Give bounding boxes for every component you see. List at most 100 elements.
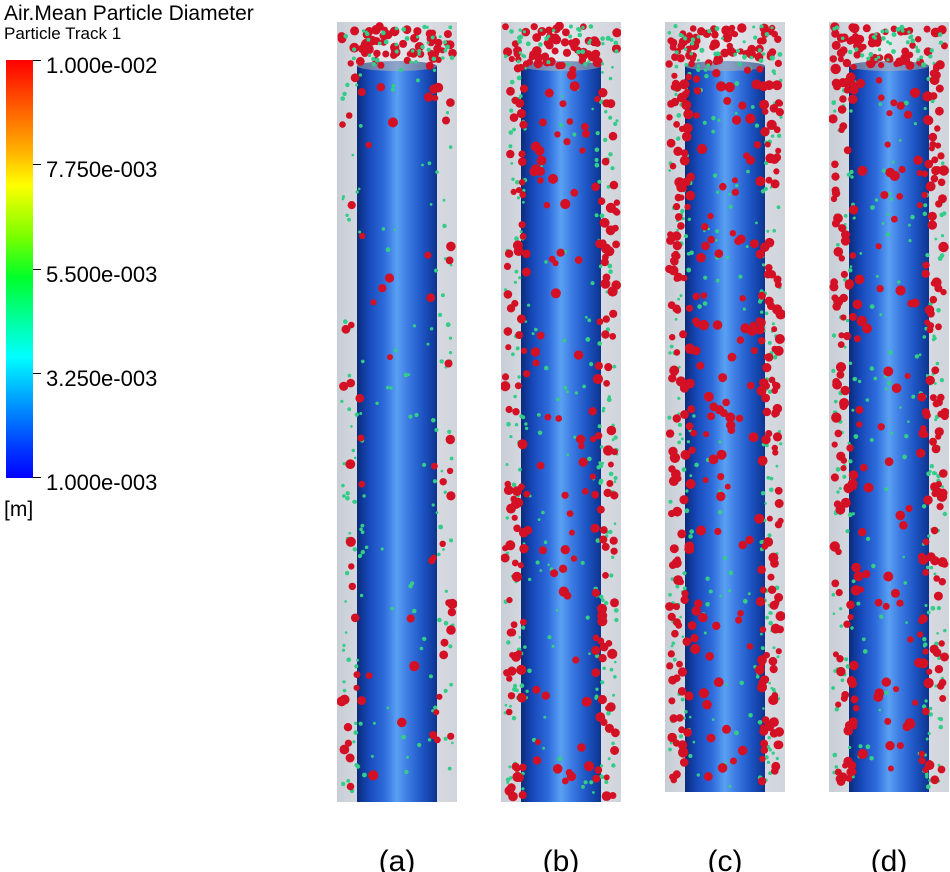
particle-small (592, 791, 595, 794)
particle-large (847, 614, 854, 621)
particle-small (611, 438, 615, 442)
particle-large (606, 702, 616, 712)
particle-small (594, 653, 600, 659)
particle-small (842, 474, 847, 479)
particle-small (589, 780, 594, 785)
particle-large (777, 517, 784, 524)
particle-large (846, 37, 854, 45)
particle-large (831, 441, 838, 448)
particle-large (601, 791, 612, 801)
particle-small (884, 487, 889, 492)
particle-small (711, 115, 716, 121)
particle-small (514, 236, 519, 241)
particle-small (344, 631, 348, 634)
particle-small (888, 350, 893, 355)
particle-small (342, 494, 346, 498)
particle-large (830, 473, 839, 482)
particle-small (443, 490, 447, 494)
particle-small (848, 268, 853, 273)
particle-large (538, 546, 547, 555)
particle-small (925, 253, 930, 258)
particle-cloud (501, 22, 621, 802)
particle-large (677, 529, 687, 539)
particle-small (393, 348, 398, 353)
particle-small (515, 346, 520, 351)
particle-large (932, 400, 940, 408)
particle-small (527, 303, 531, 307)
particle-small (419, 646, 424, 651)
particle-large (677, 92, 687, 103)
particle-small (613, 522, 617, 525)
particle-small (543, 715, 547, 719)
particle-small (717, 118, 721, 122)
particle-large (442, 116, 450, 125)
particle-large (357, 434, 365, 442)
particle-large (503, 47, 513, 57)
particle-large (716, 449, 727, 460)
particle-large (602, 315, 610, 323)
particle-small (426, 47, 431, 52)
particle-small (771, 69, 776, 74)
particle-small (895, 27, 901, 32)
particle-large (339, 121, 346, 128)
particle-large (601, 542, 610, 551)
particle-large (856, 421, 863, 428)
particle-small (831, 686, 835, 690)
particle-small (547, 563, 550, 567)
particle-small (757, 48, 762, 53)
particle-small (569, 24, 573, 29)
particle-small (924, 699, 928, 703)
particle-large (409, 661, 420, 672)
particle-large (359, 232, 366, 240)
particle-small (411, 608, 417, 614)
particle-large (878, 62, 885, 69)
particle-large (922, 569, 930, 576)
particle-small (877, 55, 881, 59)
particle-large (353, 684, 360, 691)
particle-small (869, 304, 875, 309)
particle-large (759, 626, 767, 633)
particle-large (339, 381, 349, 391)
particle-large (439, 540, 446, 547)
particle-large (561, 777, 569, 785)
particle-small (882, 168, 887, 173)
particle-small (439, 359, 444, 364)
particle-large (767, 270, 775, 278)
particle-small (852, 217, 856, 220)
particle-large (563, 138, 571, 146)
particle-large (768, 656, 778, 666)
simulation-panel-c (665, 22, 785, 792)
particle-large (760, 127, 770, 137)
particle-small (431, 503, 435, 507)
particle-large (776, 625, 784, 634)
particle-large (831, 189, 841, 198)
particle-large (673, 121, 680, 128)
particle-large (832, 651, 839, 658)
particle-large (853, 705, 860, 712)
particle-large (929, 295, 938, 304)
particle-small (705, 602, 710, 607)
particle-small (739, 680, 744, 686)
simulation-panel-b (501, 22, 621, 802)
particle-small (869, 756, 874, 761)
particle-small (556, 397, 560, 402)
particle-small (705, 576, 710, 581)
particle-small (544, 365, 549, 371)
particle-large (611, 44, 621, 54)
particle-large (606, 480, 614, 487)
particle-large (935, 84, 944, 93)
particle-small (352, 500, 356, 504)
particle-small (598, 264, 603, 269)
particle-small (357, 554, 362, 559)
particle-large (737, 610, 744, 617)
particle-large (893, 686, 900, 693)
particle-small (840, 678, 845, 682)
particle-large (846, 600, 855, 610)
particle-large (917, 392, 927, 402)
particle-large (698, 688, 709, 699)
particle-large (604, 363, 613, 372)
particle-small (412, 324, 416, 328)
particle-small (565, 390, 569, 394)
particle-large (522, 370, 531, 378)
particle-large (517, 63, 525, 72)
